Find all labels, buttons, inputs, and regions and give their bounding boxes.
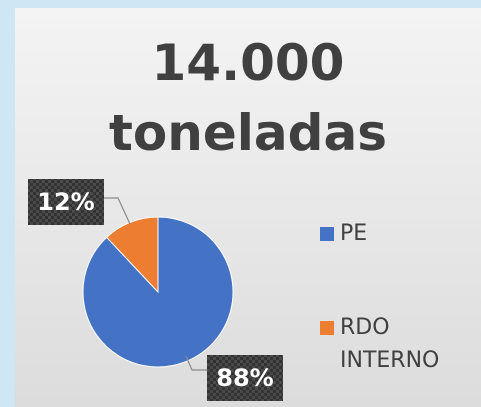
- pie-slice: [105, 216, 159, 294]
- legend-swatch: [320, 227, 334, 241]
- legend-label: PE: [340, 221, 368, 246]
- data-label: 12%: [37, 188, 94, 216]
- data-label-box: [207, 355, 283, 401]
- data-label: 88%: [216, 364, 273, 392]
- data-label-box: [28, 179, 104, 225]
- legend-swatch: [320, 321, 334, 335]
- leader-line: [185, 355, 207, 371]
- leader-line: [103, 197, 131, 225]
- chart-title: 14.000 toneladas: [109, 34, 387, 162]
- legend-label: RDO INTERNO: [340, 315, 440, 373]
